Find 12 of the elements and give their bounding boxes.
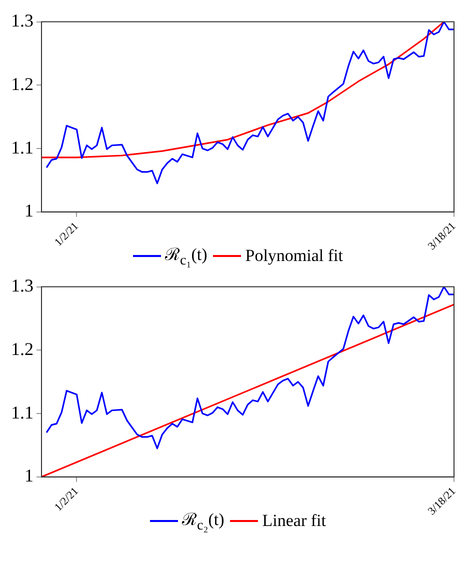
y-tick-label: 1.2	[11, 74, 34, 94]
legend-label: Polynomial fit	[245, 246, 343, 266]
legend-label: ℛ$_{c₂}$(t)	[182, 509, 224, 535]
y-tick-label: 1.1	[11, 402, 34, 423]
legend-label: ℛ$_{c₁}$(t)	[164, 244, 208, 270]
y-tick-label: 1	[24, 200, 34, 221]
y-tick-label: 1	[24, 466, 34, 486]
legend-label: Linear fit	[262, 511, 326, 532]
y-tick-label: 1.1	[11, 137, 34, 158]
y-tick-label: 1.3	[11, 276, 34, 296]
y-tick-label: 1.3	[11, 10, 34, 31]
y-tick-label: 1.2	[11, 339, 34, 360]
